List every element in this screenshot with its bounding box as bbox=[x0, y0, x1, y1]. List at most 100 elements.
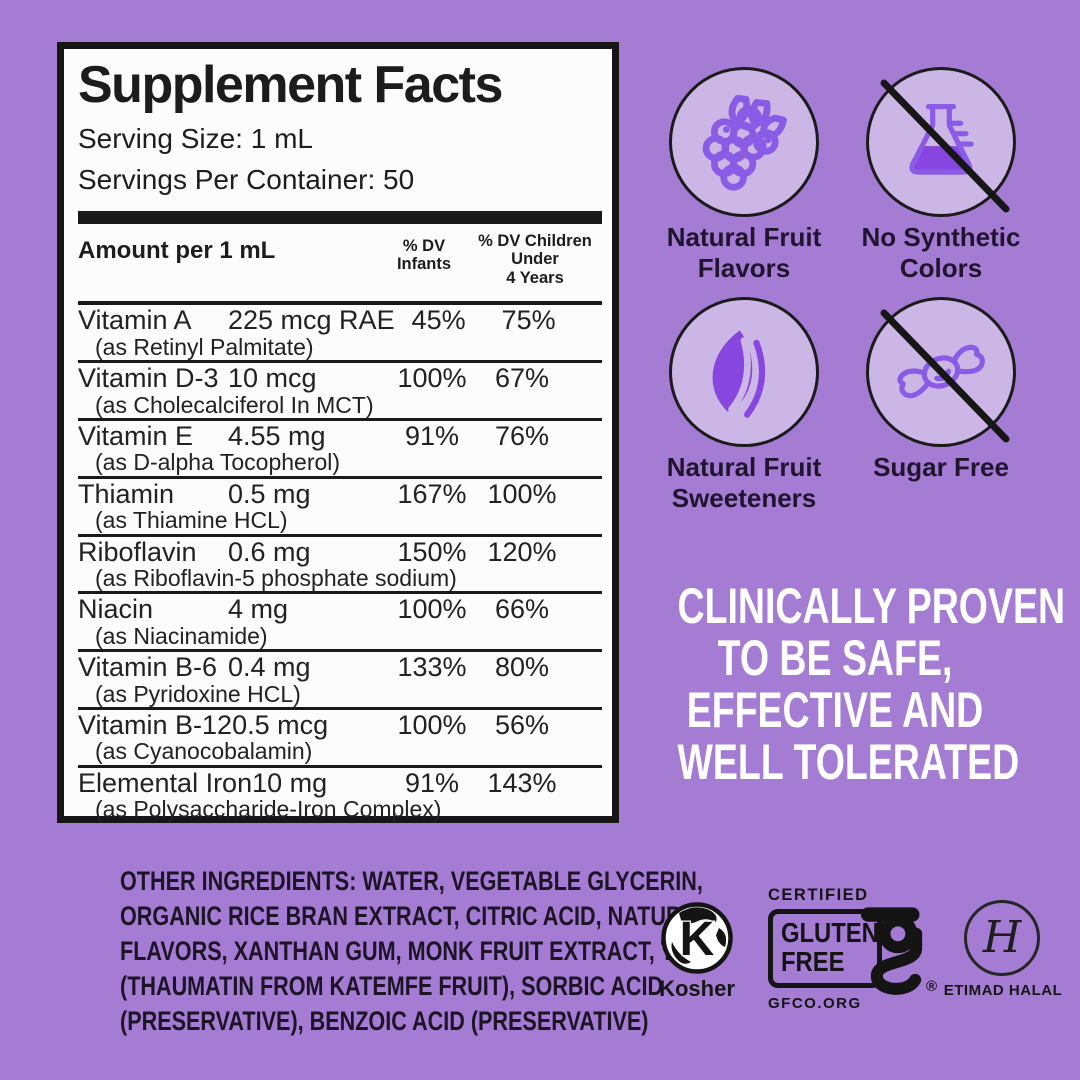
nutrient-source: (as Cholecalciferol In MCT) bbox=[95, 391, 374, 418]
badge-label-line: Sugar Free bbox=[873, 452, 1009, 482]
badge-label-no-synthetic-colors: No Synthetic Colors bbox=[831, 222, 1051, 284]
ingredients-line: ORGANIC RICE BRAN EXTRACT, CITRIC ACID, … bbox=[120, 901, 711, 931]
facts-title: Supplement Facts bbox=[78, 56, 503, 114]
badge-sugar-free bbox=[866, 297, 1016, 447]
gfco-org-text: GFCO.ORG bbox=[768, 995, 862, 1013]
nutrient-source: (as Polysaccharide-Iron Complex) bbox=[95, 796, 442, 823]
halal-monogram: H bbox=[982, 912, 1022, 963]
badge-label-line: Flavors bbox=[697, 253, 791, 284]
badge-label-line: Colors bbox=[899, 253, 983, 284]
dv-infants-value: 100% bbox=[397, 594, 467, 625]
gluten-free-box: GLUTEN FREE bbox=[768, 909, 882, 989]
dv-infants-value: 91% bbox=[404, 767, 460, 798]
dv-infants-value: 91% bbox=[404, 421, 460, 451]
dv-children-header-line2: Under bbox=[511, 250, 559, 269]
nutrient-source: (as Niacinamide) bbox=[95, 622, 268, 649]
badge-natural-fruit-sweeteners bbox=[669, 297, 819, 447]
nutrient-source: (as Riboflavin-5 phosphate sodium) bbox=[95, 564, 457, 591]
dv-children-value: 80% bbox=[494, 652, 550, 683]
table-row: Vitamin E 4.55 mg 91% 76% (as D-alpha To… bbox=[78, 418, 602, 476]
ingredients-line: (PRESERVATIVE), BENZOIC ACID (PRESERVATI… bbox=[120, 1006, 649, 1036]
other-ingredients: OTHER INGREDIENTS: WATER, VEGETABLE GLYC… bbox=[60, 864, 723, 1039]
nutrient-name: Thiamin bbox=[78, 478, 175, 509]
kosher-label: Kosher bbox=[659, 976, 735, 1001]
table-row: Riboflavin 0.6 mg 150% 120% (as Riboflav… bbox=[78, 533, 602, 592]
headline-line: TO BE SAFE, bbox=[717, 630, 953, 686]
slash-icon bbox=[880, 309, 1010, 443]
amount-per-header: Amount per 1 mL bbox=[78, 237, 276, 264]
gluten-free-certified-text: CERTIFIED bbox=[768, 886, 869, 904]
badge-label-line: Sweeteners bbox=[671, 483, 817, 514]
nutrient-amount: 4.55 mg bbox=[228, 421, 326, 451]
etimad-halal-logo: H bbox=[964, 900, 1040, 976]
nutrient-amount: 0.5 mg bbox=[228, 478, 311, 509]
kosher-logo-icon: K bbox=[661, 902, 733, 974]
gluten-free-word: FREE bbox=[781, 945, 845, 977]
nutrient-amount: 0.6 mg bbox=[228, 536, 311, 567]
table-row: Vitamin D-3 10 mcg 100% 67% (as Cholecal… bbox=[78, 360, 602, 418]
dv-children-value: 120% bbox=[487, 536, 557, 567]
dv-infants-value: 45% bbox=[411, 305, 466, 336]
nutrient-name: Vitamin E bbox=[78, 421, 194, 451]
badge-label-natural-fruit-flavors: Natural Fruit Flavors bbox=[634, 222, 854, 284]
nutrient-source: (as D-alpha Tocopherol) bbox=[95, 449, 341, 476]
nutrient-name: Vitamin B-12 bbox=[78, 709, 233, 740]
badge-label-line: Natural Fruit bbox=[666, 222, 822, 252]
nutrient-source: (as Pyridoxine HCL) bbox=[95, 680, 301, 707]
dv-children-value: 100% bbox=[487, 478, 557, 509]
svg-text:K: K bbox=[680, 913, 715, 966]
dv-infants-value: 133% bbox=[397, 652, 467, 683]
dv-infants-value: 100% bbox=[397, 363, 467, 394]
nutrient-amount: 10 mg bbox=[252, 767, 328, 798]
gluten-free-word: GLUTEN bbox=[781, 917, 879, 948]
table-row: Vitamin B-6 0.4 mg 133% 80% (as Pyridoxi… bbox=[78, 649, 602, 707]
headline-line: WELL TOLERATED bbox=[677, 734, 1020, 790]
table-row: Vitamin B-12 0.5 mcg 100% 56% (as Cyanoc… bbox=[78, 706, 602, 765]
table-row: Vitamin A 225 mcg RAE 45% 75% (as Retiny… bbox=[78, 301, 602, 360]
dv-infants-value: 100% bbox=[397, 709, 467, 740]
raspberry-icon bbox=[702, 94, 787, 191]
nutrient-source: (as Thiamine HCL) bbox=[95, 507, 288, 534]
nutrient-name: Vitamin A bbox=[78, 305, 192, 336]
dv-children-value: 76% bbox=[494, 421, 550, 451]
dv-infants-header-line1: % DV bbox=[402, 237, 446, 255]
nutrient-name: Vitamin B-6 bbox=[78, 652, 218, 683]
nutrient-name: Elemental Iron bbox=[78, 767, 253, 798]
gfco-g-icon bbox=[860, 907, 923, 995]
registered-mark: ® bbox=[926, 978, 938, 995]
nutrient-amount: 225 mcg RAE bbox=[228, 305, 395, 336]
table-row: Thiamin 0.5 mg 167% 100% (as Thiamine HC… bbox=[78, 475, 602, 534]
servings-per-container: Servings Per Container: 50 bbox=[78, 164, 415, 195]
table-row: Elemental Iron 10 mg 91% 143% (as Polysa… bbox=[78, 764, 602, 823]
nutrient-amount: 0.4 mg bbox=[228, 652, 311, 683]
dv-infants-value: 167% bbox=[397, 478, 467, 509]
dv-children-value: 75% bbox=[501, 305, 556, 336]
dv-infants-header: % DV Infants bbox=[380, 232, 468, 274]
badge-label-line: No Synthetic bbox=[861, 222, 1021, 252]
headline-line: EFFECTIVE AND bbox=[686, 682, 984, 738]
dv-children-value: 67% bbox=[494, 363, 550, 394]
badge-no-synthetic-colors bbox=[866, 67, 1016, 217]
ingredients-line: OTHER INGREDIENTS: WATER, VEGETABLE GLYC… bbox=[120, 866, 703, 896]
dv-children-value: 56% bbox=[494, 709, 550, 740]
nutrient-amount: 0.5 mcg bbox=[232, 709, 329, 740]
leaf-icon bbox=[712, 330, 766, 418]
etimad-halal-label: ETIMAD HALAL bbox=[943, 982, 1063, 999]
dv-children-header-line1: % DV Children bbox=[478, 232, 592, 250]
dv-children-value: 143% bbox=[487, 767, 557, 798]
nutrient-name: Riboflavin bbox=[78, 536, 197, 567]
nutrient-source: (as Retinyl Palmitate) bbox=[95, 333, 314, 360]
badge-label-line: Natural Fruit bbox=[666, 452, 822, 482]
dv-children-value: 66% bbox=[494, 594, 550, 625]
headline: CLINICALLY PROVEN TO BE SAFE, EFFECTIVE … bbox=[625, 580, 1066, 790]
badge-natural-fruit-flavors bbox=[669, 67, 819, 217]
serving-size: Serving Size: 1 mL bbox=[78, 123, 313, 154]
table-column-headers: Amount per 1 mL % DV Infants % DV Childr… bbox=[78, 232, 602, 287]
nutrient-source: (as Cyanocobalamin) bbox=[95, 738, 313, 765]
badge-label-natural-fruit-sweeteners: Natural Fruit Sweeteners bbox=[634, 452, 854, 514]
badge-label-sugar-free: Sugar Free bbox=[831, 452, 1051, 483]
supplement-facts-panel: Supplement Facts Serving Size: 1 mL Serv… bbox=[57, 42, 619, 823]
ingredients-line: (THAUMATIN FROM KATEMFE FRUIT), SORBIC A… bbox=[120, 971, 664, 1001]
dv-children-header: % DV Children Under 4 Years bbox=[468, 232, 602, 287]
divider-bar bbox=[78, 211, 602, 224]
